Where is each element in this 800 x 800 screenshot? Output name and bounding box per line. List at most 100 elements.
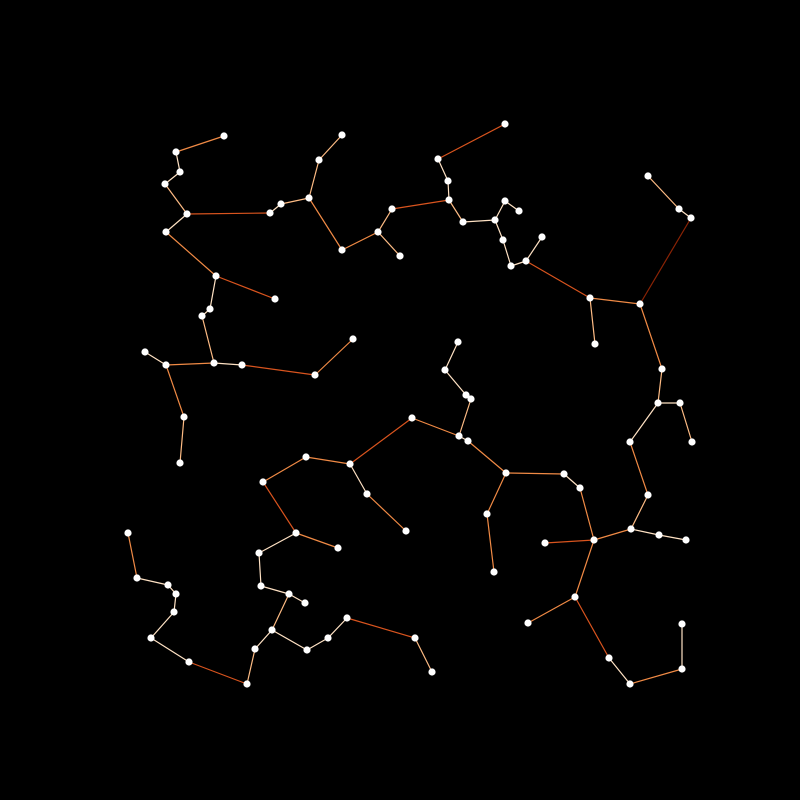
node-17 — [176, 459, 184, 467]
node-11 — [238, 361, 246, 369]
edge-50 — [630, 494, 649, 530]
node-90 — [411, 634, 419, 642]
edge-47 — [679, 402, 693, 443]
node-25 — [396, 252, 404, 260]
edge-29 — [437, 123, 506, 160]
node-55 — [541, 539, 549, 547]
node-70 — [259, 478, 267, 486]
node-56 — [576, 484, 584, 492]
edge-95 — [574, 596, 610, 659]
edge-65 — [444, 341, 459, 371]
edge-86 — [271, 629, 308, 651]
node-95 — [524, 619, 532, 627]
node-20 — [305, 194, 313, 202]
edge-37 — [525, 236, 543, 262]
edge-7 — [215, 275, 276, 300]
edge-38 — [525, 260, 591, 299]
edge-41 — [639, 217, 692, 305]
node-52 — [655, 531, 663, 539]
node-76 — [301, 599, 309, 607]
edge-19 — [280, 197, 310, 205]
node-98 — [678, 665, 686, 673]
node-43 — [675, 205, 683, 213]
edge-20 — [308, 159, 320, 199]
edge-94 — [527, 596, 576, 624]
edge-80 — [150, 637, 190, 663]
node-32 — [491, 216, 499, 224]
edge-66 — [411, 417, 460, 437]
node-68 — [346, 460, 354, 468]
edge-17 — [179, 416, 185, 464]
edge-93 — [574, 539, 595, 598]
node-66 — [454, 338, 462, 346]
edge-91 — [349, 463, 368, 495]
edge-62 — [458, 398, 472, 437]
edge-21 — [318, 134, 343, 161]
edge-78 — [246, 648, 256, 685]
edge-76 — [271, 593, 290, 631]
node-54 — [590, 536, 598, 544]
edge-6 — [165, 231, 217, 277]
node-74 — [257, 582, 265, 590]
node-49 — [626, 438, 634, 446]
edge-79 — [188, 661, 248, 685]
node-7 — [271, 295, 279, 303]
node-93 — [402, 527, 410, 535]
node-34 — [515, 207, 523, 215]
edge-55 — [579, 487, 595, 541]
edge-49 — [629, 441, 649, 496]
node-91 — [428, 668, 436, 676]
node-67 — [408, 414, 416, 422]
node-59 — [483, 510, 491, 518]
edge-13 — [314, 338, 354, 376]
edge-89 — [346, 617, 416, 639]
edge-11 — [213, 362, 243, 366]
edge-53 — [593, 528, 632, 541]
node-31 — [459, 218, 467, 226]
node-63 — [467, 395, 475, 403]
node-28 — [444, 177, 452, 185]
node-24 — [374, 228, 382, 236]
node-51 — [627, 525, 635, 533]
edge-23 — [341, 231, 379, 251]
node-23 — [338, 246, 346, 254]
node-26 — [388, 205, 396, 213]
node-57 — [560, 470, 568, 478]
edge-35 — [502, 239, 512, 267]
node-30 — [501, 120, 509, 128]
node-48 — [688, 438, 696, 446]
node-45 — [658, 365, 666, 373]
node-78 — [251, 645, 259, 653]
edge-40 — [589, 297, 641, 305]
node-88 — [324, 634, 332, 642]
node-9 — [198, 312, 206, 320]
node-58 — [502, 469, 510, 477]
edge-31 — [462, 219, 496, 223]
node-73 — [255, 549, 263, 557]
node-86 — [124, 529, 132, 537]
node-layer — [124, 120, 696, 688]
node-40 — [591, 340, 599, 348]
node-2 — [176, 168, 184, 176]
node-42 — [687, 214, 695, 222]
node-65 — [441, 366, 449, 374]
node-87 — [303, 646, 311, 654]
node-19 — [277, 200, 285, 208]
edge-88 — [327, 617, 348, 639]
node-53 — [682, 536, 690, 544]
node-36 — [507, 262, 515, 270]
node-12 — [311, 371, 319, 379]
node-38 — [538, 233, 546, 241]
node-3 — [161, 180, 169, 188]
edge-14 — [165, 362, 215, 366]
edge-70 — [262, 481, 297, 534]
node-6 — [212, 272, 220, 280]
node-50 — [644, 491, 652, 499]
node-81 — [147, 634, 155, 642]
edge-8 — [209, 275, 217, 310]
node-33 — [501, 197, 509, 205]
node-14 — [162, 361, 170, 369]
node-72 — [334, 544, 342, 552]
